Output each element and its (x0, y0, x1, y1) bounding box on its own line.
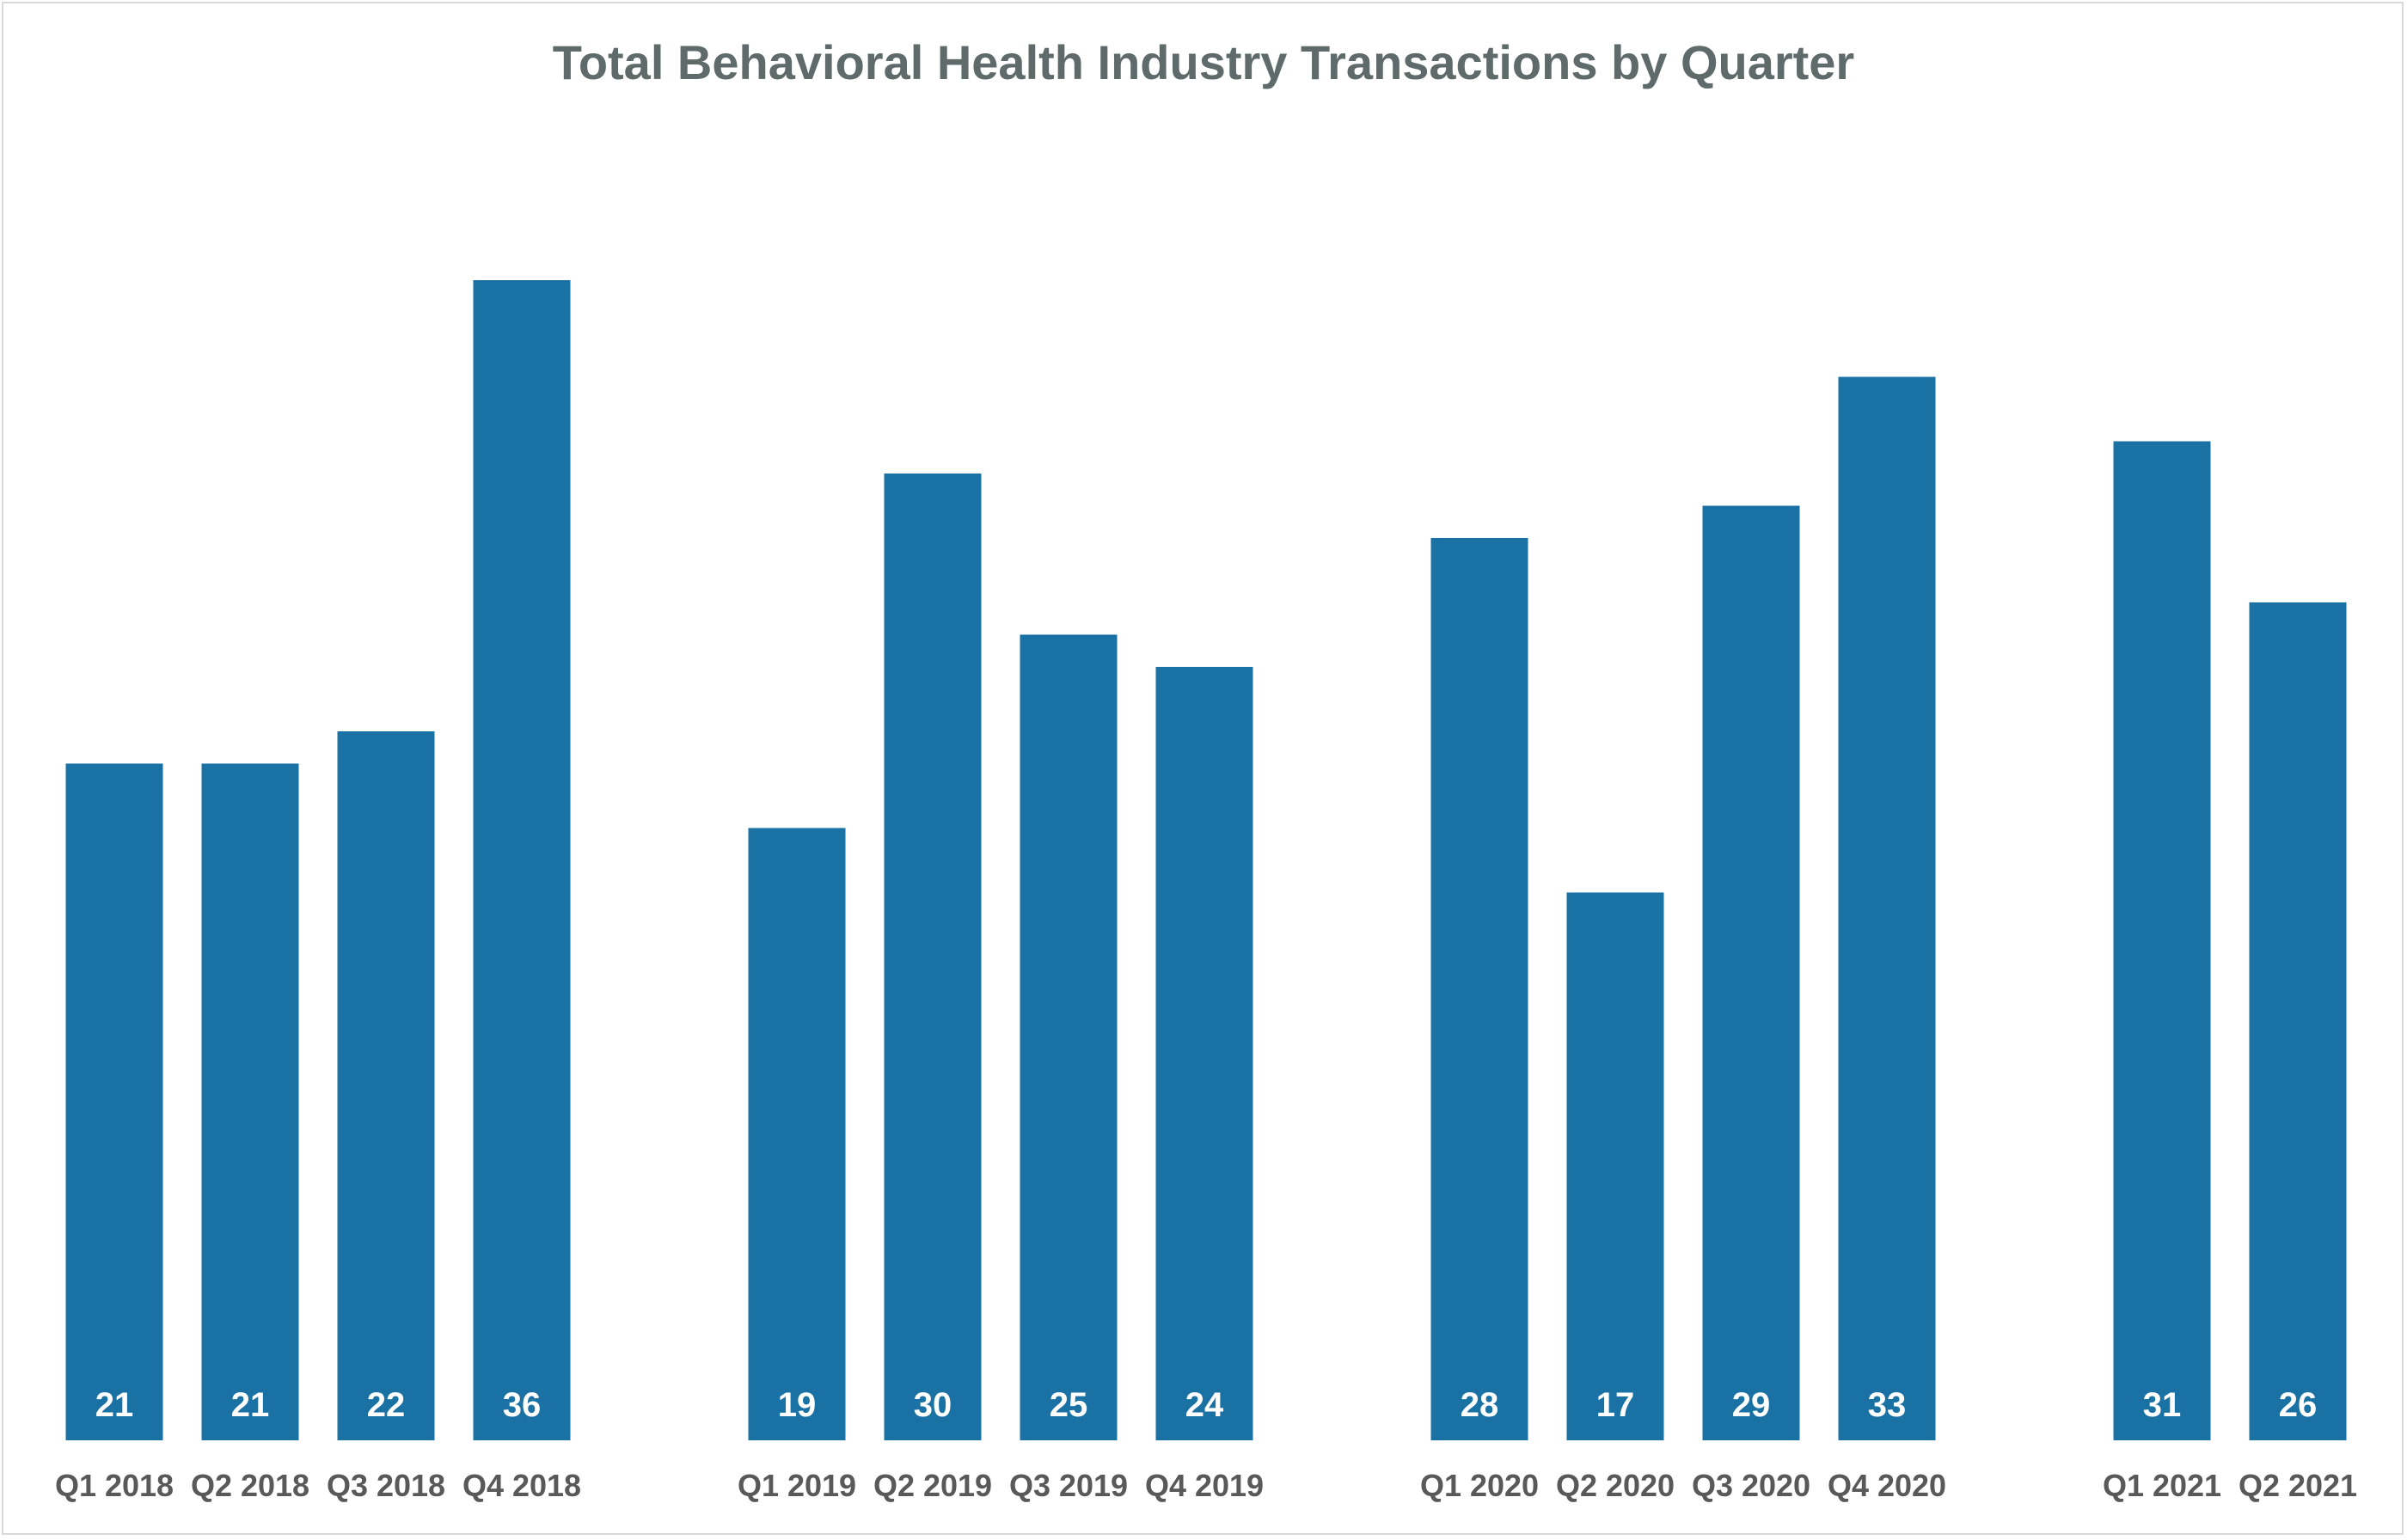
x-tick-label: Q1 2020 (1420, 1468, 1539, 1503)
data-label: 25 (1050, 1386, 1088, 1424)
data-label: 24 (1185, 1386, 1224, 1424)
x-tick-label: Q4 2019 (1145, 1468, 1264, 1503)
data-label: 33 (1868, 1386, 1907, 1424)
x-tick-label: Q2 2021 (2239, 1468, 2357, 1503)
x-tick-label: Q2 2019 (873, 1468, 992, 1503)
x-tick-label: Q4 2020 (1828, 1468, 1946, 1503)
bar-q2-2020 (1566, 892, 1664, 1440)
bar-q3-2019 (1020, 634, 1118, 1440)
data-label: 31 (2143, 1386, 2182, 1424)
bar-q3-2020 (1702, 505, 1800, 1440)
x-tick-label: Q3 2020 (1692, 1468, 1810, 1503)
x-tick-label: Q3 2018 (327, 1468, 445, 1503)
data-label: 26 (2279, 1386, 2318, 1424)
x-tick-label: Q3 2019 (1009, 1468, 1128, 1503)
bar-q4-2018 (473, 280, 571, 1440)
x-tick-label: Q1 2019 (738, 1468, 856, 1503)
x-tick-label: Q1 2021 (2103, 1468, 2221, 1503)
x-tick-label: Q1 2018 (55, 1468, 174, 1503)
bar-q4-2020 (1838, 376, 1936, 1440)
x-tick-label: Q2 2020 (1556, 1468, 1675, 1503)
bar-q1-2019 (748, 828, 846, 1440)
x-tick-label: Q2 2018 (191, 1468, 309, 1503)
data-label: 22 (367, 1386, 406, 1424)
bar-q2-2021 (2249, 602, 2347, 1440)
bar-q1-2020 (1430, 538, 1528, 1440)
chart-title: Total Behavioral Health Industry Transac… (552, 35, 1855, 89)
data-label: 28 (1461, 1386, 1499, 1424)
data-label: 30 (914, 1386, 952, 1424)
x-tick-label: Q4 2018 (462, 1468, 581, 1503)
bar-q1-2021 (2113, 441, 2211, 1440)
bar-q4-2019 (1155, 667, 1253, 1440)
bar-q3-2018 (337, 731, 435, 1440)
data-label: 21 (95, 1386, 134, 1424)
bar-q2-2019 (884, 474, 982, 1440)
data-label: 17 (1596, 1386, 1635, 1424)
data-label: 29 (1732, 1386, 1771, 1424)
bar-q2-2018 (201, 763, 299, 1440)
bar-q1-2018 (65, 763, 163, 1440)
data-label: 36 (503, 1386, 542, 1424)
data-label: 19 (778, 1386, 817, 1424)
data-label: 21 (231, 1386, 270, 1424)
